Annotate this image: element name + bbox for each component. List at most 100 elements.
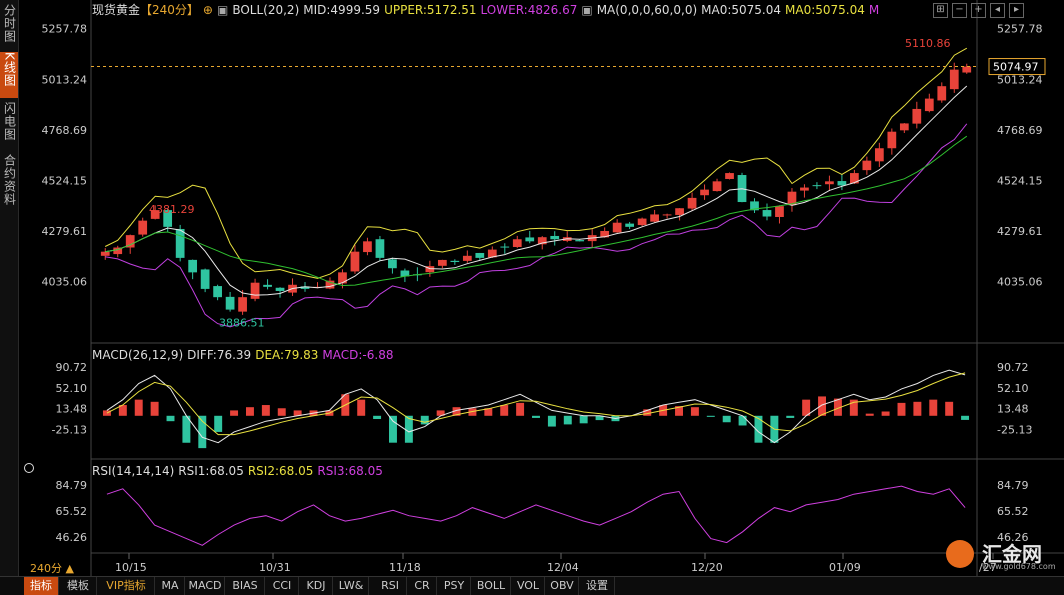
- candle-body: [475, 252, 485, 258]
- candle-body: [100, 251, 110, 256]
- sidebar-item-flash[interactable]: 闪电图: [0, 102, 18, 150]
- sidebar-item-kline[interactable]: K线图: [0, 52, 18, 98]
- boll-mid-line: [105, 85, 968, 296]
- price-axis-label: 4524.15: [42, 174, 88, 187]
- toolbar-rsi[interactable]: RSI: [374, 577, 407, 595]
- indicator-toolbar: 指标 模板 VIP指标 MA MACD BIAS CCI KDJ LW& RSI…: [0, 576, 1064, 595]
- chart-svg: 5257.78 5257.78 5013.24 5013.24 4768.69 4768.…: [42, 0, 1064, 576]
- candle-body: [874, 148, 884, 162]
- candle-body: [138, 220, 148, 235]
- grid-icon[interactable]: ⊞: [933, 3, 948, 18]
- candle-body: [425, 266, 435, 273]
- candle-body: [637, 218, 647, 226]
- settings-icon[interactable]: ⊕: [202, 3, 213, 17]
- candle-body: [238, 297, 247, 312]
- candle-body: [775, 206, 784, 217]
- macd-axis-label-right: 90.72: [997, 361, 1029, 374]
- m-label: M: [868, 3, 880, 17]
- right-icon[interactable]: ▸: [1009, 3, 1024, 18]
- logo-icon: [946, 540, 974, 568]
- toolbar-lw[interactable]: LW&: [334, 577, 369, 595]
- candle-body: [188, 259, 198, 273]
- plus-icon[interactable]: +: [971, 3, 986, 18]
- rsi-axis-label-right: 65.52: [997, 505, 1029, 518]
- toolbar-indicators[interactable]: 指标: [24, 577, 59, 595]
- candle-body: [163, 210, 173, 227]
- toolbar-cci[interactable]: CCI: [266, 577, 299, 595]
- toolbar-ma[interactable]: MA: [156, 577, 185, 595]
- candle-body: [625, 223, 635, 227]
- candle-body: [338, 272, 347, 284]
- rsi-axis-label: 46.26: [56, 531, 88, 544]
- candle-body: [275, 287, 285, 291]
- candle-body: [912, 108, 922, 124]
- price-axis-label: 4768.69: [42, 124, 88, 137]
- boll-lower-line: [105, 123, 968, 328]
- left-icon[interactable]: ◂: [990, 3, 1005, 18]
- candle-body: [487, 249, 497, 258]
- price-axis-label-right: 4768.69: [997, 124, 1043, 137]
- x-axis-label: 12/20: [691, 561, 723, 574]
- candle-body: [350, 251, 360, 272]
- price-axis-label: 4279.61: [42, 225, 88, 238]
- candle-body: [363, 241, 372, 253]
- current-price-box: [988, 58, 1046, 76]
- rsi-axis-label: 84.79: [56, 479, 88, 492]
- sidebar: 分时图 K线图 闪电图 合约资料: [0, 0, 19, 576]
- period-selector[interactable]: 240分 ▲: [30, 562, 74, 575]
- minus-icon[interactable]: −: [952, 3, 967, 18]
- candle-body: [325, 280, 335, 289]
- toolbar-vol[interactable]: VOL: [512, 577, 545, 595]
- macd-name: MACD(26,12,9): [92, 348, 184, 362]
- candle-body: [662, 214, 672, 216]
- logo: 汇金网 www.gold678.com: [944, 536, 1064, 576]
- price-axis-label-right: 5257.78: [997, 23, 1043, 36]
- logo-text: 汇金网: [982, 542, 1042, 566]
- macd-axis-label: 52.10: [56, 382, 88, 395]
- x-axis-label: 01/09: [829, 561, 861, 574]
- candle-body: [712, 181, 722, 192]
- toolbar-boll[interactable]: BOLL: [472, 577, 511, 595]
- toolbar-psy[interactable]: PSY: [438, 577, 471, 595]
- ma60-line: [105, 135, 968, 287]
- sidebar-item-contract[interactable]: 合约资料: [0, 154, 18, 214]
- toolbar-settings[interactable]: 设置: [580, 577, 615, 595]
- sidebar-item-timeshare[interactable]: 分时图: [0, 4, 18, 48]
- toolbar-cr[interactable]: CR: [408, 577, 437, 595]
- candle-body: [450, 260, 460, 263]
- instrument-name: 现货黄金: [92, 3, 141, 17]
- macd-macd: MACD:-6.88: [322, 348, 394, 362]
- candle-body: [375, 239, 385, 258]
- candle-body: [263, 284, 272, 287]
- macd-header: MACD(26,12,9) DIFF:76.39 DEA:79.83 MACD:-6.…: [92, 347, 397, 363]
- candle-body: [837, 181, 847, 186]
- candle-body: [388, 259, 397, 269]
- candle-body: [600, 230, 610, 238]
- toolbar-obv[interactable]: OBV: [546, 577, 579, 595]
- price-header: 现货黄金【240分】 ⊕ ▣ BOLL(20,2) MID:4999.59 UPPER:5…: [92, 2, 883, 18]
- x-axis-label: /27: [979, 561, 997, 574]
- sidebar-item-label: 闪电图: [2, 102, 17, 141]
- toolbar-kdj[interactable]: KDJ: [300, 577, 333, 595]
- toolbar-macd[interactable]: MACD: [186, 577, 225, 595]
- high-annotation: 5110.86: [905, 37, 951, 50]
- candle-body: [800, 187, 809, 191]
- candle-body: [113, 247, 123, 255]
- crosshair-toggle-icon[interactable]: [24, 463, 34, 473]
- candle-body: [200, 269, 210, 289]
- toolbar-bias[interactable]: BIAS: [226, 577, 265, 595]
- candle-body: [400, 270, 410, 277]
- rsi-name: RSI(14,14,14): [92, 464, 175, 478]
- ma0b-value: MA0:5075.04: [785, 3, 865, 17]
- toolbar-vip[interactable]: VIP指标: [98, 577, 155, 595]
- candle-body: [687, 197, 697, 209]
- toolbar-templates[interactable]: 模板: [60, 577, 97, 595]
- candle-body: [899, 123, 909, 131]
- candle-body: [300, 286, 310, 289]
- candle-body: [500, 246, 510, 248]
- candle-body: [125, 235, 135, 248]
- chart-area: 5257.78 5257.78 5013.24 5013.24 4768.69 4768.…: [19, 0, 1064, 576]
- candle-body: [675, 208, 684, 215]
- boll-mid: MID:4999.59: [303, 3, 381, 17]
- rsi-axis-label-right: 46.26: [997, 531, 1029, 544]
